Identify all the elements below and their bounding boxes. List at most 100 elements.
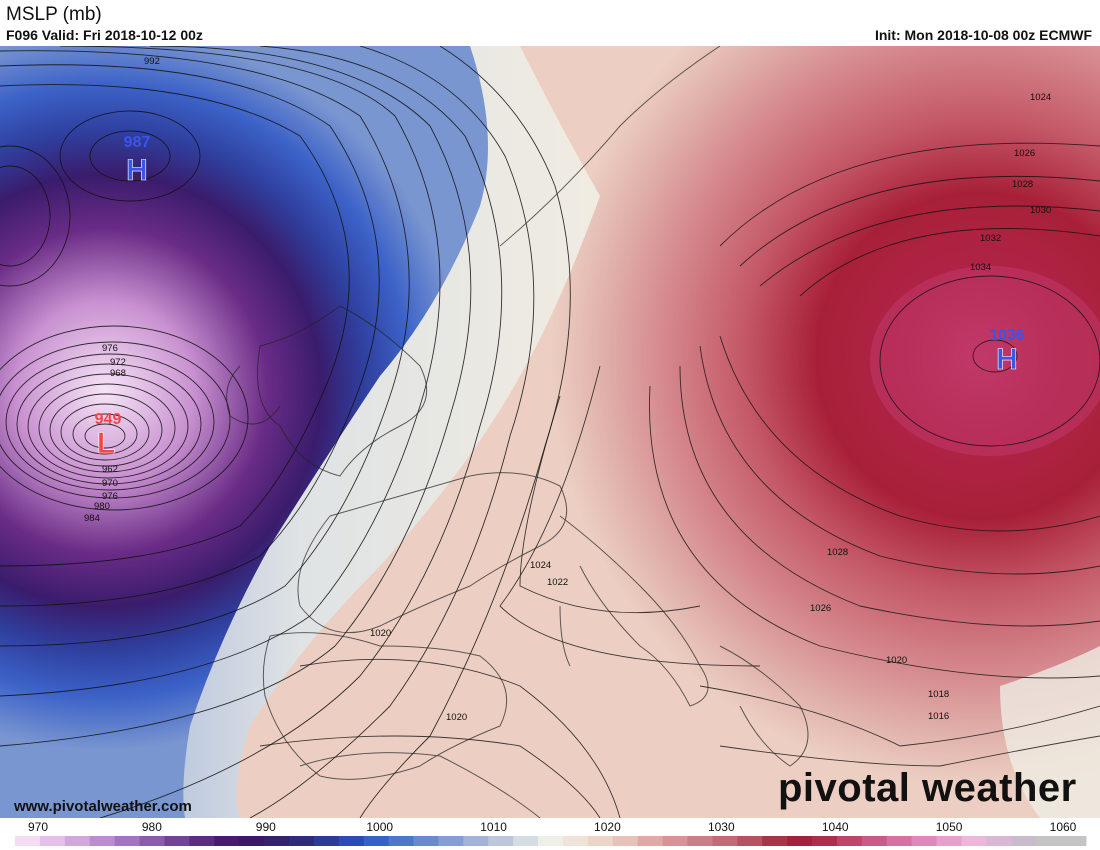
colorbar-swatch — [463, 836, 489, 846]
colorbar-swatch — [712, 836, 738, 846]
valid-time: F096 Valid: Fri 2018-10-12 00z — [6, 27, 203, 43]
colorbar-swatch — [189, 836, 215, 846]
colorbar-swatch — [363, 836, 390, 846]
low-pressure-field — [0, 46, 488, 818]
colorbar-swatch — [288, 836, 315, 846]
isobar-label: 1030 — [1030, 205, 1051, 216]
colorbar-swatch — [538, 836, 564, 846]
colorbar-swatch — [488, 836, 514, 846]
colorbar-tick-label: 980 — [142, 820, 162, 834]
colorbar-tick-label: 1010 — [480, 820, 507, 834]
colorbar-swatch — [886, 836, 913, 846]
colorbar-swatch — [139, 836, 165, 846]
high-core — [870, 266, 1100, 456]
isobar-label: 1020 — [446, 712, 467, 723]
colorbar-swatch — [114, 836, 140, 846]
colorbar-tick-label: 1060 — [1050, 820, 1077, 834]
brand-logo-text: pivotal weather — [778, 766, 1077, 810]
colorbar-swatch — [612, 836, 639, 846]
southeast-low-area — [1000, 646, 1100, 818]
isobar-label: 972 — [110, 357, 126, 368]
color-scale: 970 980 990 1000 1010 1020 1030 1040 1050 1060 — [0, 818, 1100, 850]
isobar-label: 962 — [102, 464, 118, 475]
colorbar-swatch — [787, 836, 813, 846]
colorbar-swatch — [861, 836, 888, 846]
colorbar-swatch — [562, 836, 589, 846]
high-symbol-1036: H — [996, 343, 1018, 376]
map-canvas: 992 976 972 968 962 970 976 980 984 1024… — [0, 46, 1100, 818]
colorbar-swatch — [587, 836, 614, 846]
isobar-label: 1034 — [970, 262, 991, 273]
coastlines — [226, 46, 809, 818]
colorbar-swatch — [438, 836, 464, 846]
colorbar-swatch — [39, 836, 66, 846]
colorbar-tick-label: 1030 — [708, 820, 735, 834]
isobar-label: 1020 — [370, 628, 391, 639]
colorbar-swatch — [239, 836, 265, 846]
colorbar-tick-label: 1000 — [366, 820, 393, 834]
isobar-label: 1028 — [827, 547, 848, 558]
isobar-label: 1022 — [547, 577, 568, 588]
website-url: www.pivotalweather.com — [14, 798, 192, 815]
colorbar-tick-label: 1020 — [594, 820, 621, 834]
colorbar-swatch — [513, 836, 539, 846]
init-time: Init: Mon 2018-10-08 00z ECMWF — [874, 27, 1092, 43]
high-isobars — [259, 142, 1100, 818]
colorbar-tick-label: 1040 — [822, 820, 849, 834]
isobar-label: 1026 — [1014, 148, 1035, 159]
isobar-label: 976 — [102, 343, 118, 354]
colorbar-swatch — [961, 836, 987, 846]
isobar-label: 1024 — [1030, 92, 1051, 103]
isobar-label: 1018 — [928, 689, 949, 700]
high-value-987: 987 — [124, 134, 151, 151]
isobar-label: 1028 — [1012, 179, 1033, 190]
isobar-label: 980 — [94, 501, 110, 512]
colorbar-swatch — [687, 836, 713, 846]
header: MSLP (mb) F096 Valid: Fri 2018-10-12 00z… — [0, 0, 1100, 46]
low-isobars — [0, 46, 571, 818]
map-title: MSLP (mb) — [6, 4, 102, 25]
colorbar-swatch — [1011, 836, 1037, 846]
colorbar-swatch — [936, 836, 962, 846]
low-symbol-949: L — [97, 427, 115, 460]
colorbar-tick-label: 1050 — [936, 820, 963, 834]
colorbar-swatch — [313, 836, 340, 846]
colorbar-swatch — [662, 836, 688, 846]
isobar-label: 968 — [110, 368, 126, 379]
colorbar-swatch — [15, 836, 41, 846]
isobar-label: 992 — [144, 56, 160, 67]
isobar-label: 1016 — [928, 711, 949, 722]
colorbar-swatch — [1036, 836, 1062, 846]
colorbar-swatch — [338, 836, 365, 846]
colorbar-swatch — [388, 836, 414, 846]
colorbar-swatch — [413, 836, 439, 846]
colorbar-swatch — [264, 836, 290, 846]
colorbar-swatch — [164, 836, 190, 846]
high-value-1036: 1036 — [989, 327, 1025, 344]
isobar-labels: 992 976 972 968 962 970 976 980 984 1024… — [84, 56, 1051, 723]
isobar-label: 984 — [84, 513, 100, 524]
colorbar-swatch — [762, 836, 788, 846]
low-value-949: 949 — [95, 411, 122, 428]
isobar-label: 1032 — [980, 233, 1001, 244]
colorbar-swatch — [911, 836, 937, 846]
colorbar-swatch — [836, 836, 863, 846]
colorbar-swatch — [986, 836, 1012, 846]
isobar-label: 1024 — [530, 560, 551, 571]
pressure-map: 992 976 972 968 962 970 976 980 984 1024… — [0, 46, 1100, 818]
pressure-centers: 987 H 949 L 1036 H — [95, 134, 1025, 460]
colorbar-swatch — [737, 836, 763, 846]
colorbar-tick-label: 990 — [256, 820, 276, 834]
colorbar-swatch — [812, 836, 838, 846]
colorbar-swatch — [89, 836, 116, 846]
isobar-label: 970 — [102, 478, 118, 489]
colorbar-swatch — [64, 836, 91, 846]
isobar-label: 1020 — [886, 655, 907, 666]
high-symbol-987: H — [126, 154, 148, 187]
isobar-label: 1026 — [810, 603, 831, 614]
colorbar-swatch — [1061, 836, 1087, 846]
colorbar-tick-label: 970 — [28, 820, 48, 834]
colorbar: 970 980 990 1000 1010 1020 1030 1040 1050 1060 — [15, 820, 1087, 846]
colorbar-swatch — [214, 836, 240, 846]
colorbar-swatch — [637, 836, 663, 846]
